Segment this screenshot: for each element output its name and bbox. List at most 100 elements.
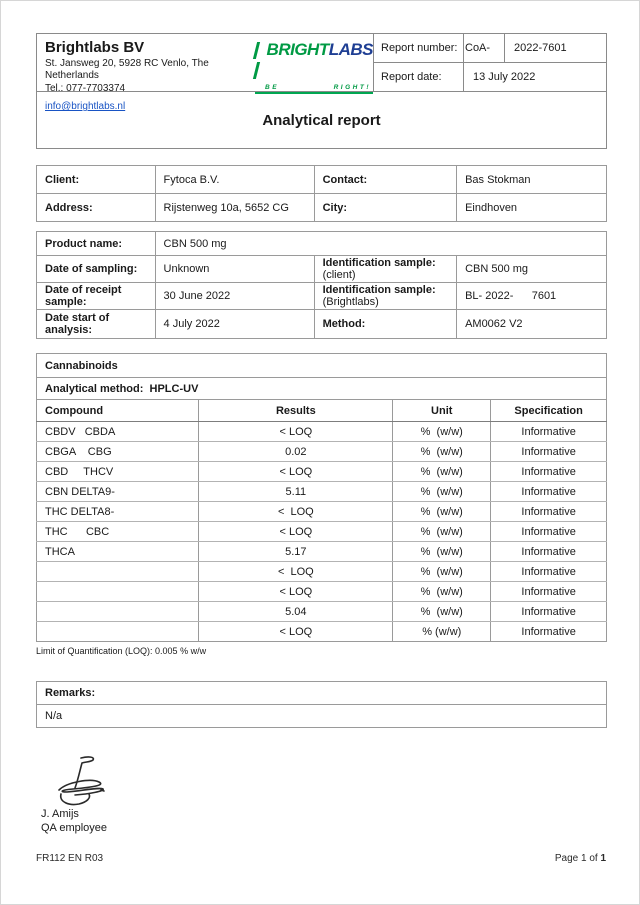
results-data-row: CBN DELTA9- 5.11 % (w/w) Informative — [35, 481, 607, 503]
sampling-value: Unknown — [154, 254, 315, 284]
analytical-method-row: Analytical method: HPLC-UV — [36, 377, 607, 401]
contact-label: Contact: — [313, 165, 458, 194]
unit-cell: % (w/w) — [392, 581, 492, 603]
logo-text-bright: BRIGHT — [266, 40, 330, 59]
company-address: St. Jansweg 20, 5928 RC Venlo, The Nethe… — [45, 57, 209, 82]
unit-cell: % (w/w) — [392, 521, 492, 543]
results-data-row: THC CBC < LOQ % (w/w) Informative — [35, 521, 607, 543]
city-value: Eindhoven — [456, 193, 607, 222]
analysis-row: Date start of analysis: 4 July 2022 Meth… — [36, 309, 607, 340]
results-data-row: CBD THCV < LOQ % (w/w) Informative — [35, 461, 607, 483]
specification-cell: Informative — [490, 521, 607, 543]
id-brightlabs-value: BL- 2022- 7601 — [456, 282, 607, 311]
product-name-value: CBN 500 mg — [154, 231, 608, 256]
compound-cell: CBD THCV — [35, 461, 200, 483]
unit-cell: % (w/w) — [392, 461, 492, 483]
specification-cell: Informative — [490, 441, 607, 463]
compound-cell — [35, 561, 200, 583]
client-label: Client: — [36, 165, 156, 194]
product-name-row: Product name: CBN 500 mg — [36, 231, 608, 256]
address-label: Address: — [36, 193, 156, 222]
compound-cell: CBGA CBG — [35, 441, 200, 463]
unit-cell: % (w/w) — [392, 541, 492, 563]
report-date-value: 13 July 2022 — [463, 63, 606, 91]
results-data-row: < LOQ % (w/w) Informative — [35, 561, 607, 583]
report-date-row: Report date: 13 July 2022 — [374, 63, 606, 91]
document-code: FR112 EN R03 — [36, 853, 104, 864]
compound-cell: THCA — [35, 541, 200, 563]
signature-block: J. Amijs QA employee — [36, 756, 607, 836]
city-label: City: — [313, 193, 458, 222]
remarks-table: Remarks: N/a — [36, 681, 607, 729]
result-cell: 0.02 — [198, 441, 394, 463]
logo-text-labs: LABS — [328, 40, 374, 59]
unit-cell: % (w/w) — [392, 441, 492, 463]
unit-cell: % (w/w) — [392, 601, 492, 623]
method-label: Method: — [313, 309, 458, 340]
logo-bars-icon — [252, 42, 263, 82]
sampling-row: Date of sampling: Unknown Identification… — [36, 254, 607, 284]
report-content: Brightlabs BV St. Jansweg 20, 5928 RC Ve… — [35, 1, 608, 836]
logo-tagline: BE RIGHT! — [255, 82, 373, 94]
receipt-row: Date of receipt sample: 30 June 2022 Ide… — [36, 282, 607, 311]
loq-note: Limit of Quantification (LOQ): 0.005 % w… — [36, 646, 207, 657]
result-cell: < LOQ — [198, 561, 394, 583]
product-table: Product name: CBN 500 mg Date of samplin… — [36, 231, 608, 340]
result-cell: < LOQ — [198, 581, 394, 603]
unit-cell: % (w/w) — [392, 621, 492, 643]
remarks-value: N/a — [36, 704, 607, 729]
address-value: Rijstenweg 10a, 5652 CG — [154, 193, 315, 222]
receipt-value: 30 June 2022 — [154, 282, 315, 311]
report-meta: Report number: CoA- 2022-7601 Report dat… — [373, 34, 606, 91]
results-header-row: Compound Results Unit Specification — [35, 399, 607, 423]
specification-cell: Informative — [490, 461, 607, 483]
result-cell: 5.17 — [198, 541, 394, 563]
header-top-row: Brightlabs BV St. Jansweg 20, 5928 RC Ve… — [37, 34, 606, 112]
analysis-label: Date start of analysis: — [36, 309, 156, 340]
unit-cell: % (w/w) — [392, 501, 492, 523]
result-cell: < LOQ — [198, 621, 394, 643]
result-cell: < LOQ — [198, 421, 394, 443]
specification-cell: Informative — [490, 621, 607, 643]
results-data-row: CBGA CBG 0.02 % (w/w) Informative — [35, 441, 607, 463]
report-number-label: Report number: — [381, 42, 458, 54]
remarks-value-row: N/a — [36, 704, 607, 729]
results-data-row: < LOQ % (w/w) Informative — [35, 621, 607, 643]
brightlabs-logo: BRIGHT LABS BE RIGHT! — [252, 34, 374, 94]
signer-name: J. Amijs — [41, 808, 79, 821]
report-header: Brightlabs BV St. Jansweg 20, 5928 RC Ve… — [36, 33, 607, 149]
company-email-link[interactable]: info@brightlabs.nl — [45, 101, 126, 113]
method-value: AM0062 V2 — [456, 309, 607, 340]
page-indicator: Page 1 of 1 — [554, 853, 606, 864]
results-data-row: 5.04 % (w/w) Informative — [35, 601, 607, 623]
client-table: Client: Fytoca B.V. Contact: Bas Stokman… — [36, 165, 607, 222]
result-cell: < LOQ — [198, 521, 394, 543]
specification-cell: Informative — [490, 481, 607, 503]
report-number-value: 2022-7601 — [504, 34, 606, 62]
company-phone: Tel.: 077-7703374 — [45, 82, 126, 94]
receipt-label: Date of receipt sample: — [36, 282, 156, 311]
result-cell: < LOQ — [198, 461, 394, 483]
results-data-row: THCA 5.17 % (w/w) Informative — [35, 541, 607, 563]
report-date-label: Report date: — [381, 71, 442, 83]
col-header-results: Results — [198, 399, 394, 423]
product-name-label: Product name: — [36, 231, 156, 256]
compound-cell: CBDV CBDA — [35, 421, 200, 443]
compound-cell — [35, 601, 200, 623]
remarks-label: Remarks: — [36, 681, 607, 706]
col-header-specification: Specification — [490, 399, 607, 423]
results-data-row: CBDV CBDA < LOQ % (w/w) Informative — [35, 421, 607, 443]
logo-wordmark: BRIGHT LABS — [252, 40, 374, 82]
analytical-method: Analytical method: HPLC-UV — [36, 377, 607, 401]
client-value: Fytoca B.V. — [154, 165, 315, 194]
signature-scribble — [58, 756, 105, 806]
results-section-row: Cannabinoids — [36, 353, 607, 379]
report-number-prefix: CoA- — [463, 34, 504, 62]
company-name: Brightlabs BV — [45, 39, 145, 56]
results-table: Cannabinoids Analytical method: HPLC-UV … — [35, 353, 607, 643]
sampling-label: Date of sampling: — [36, 254, 156, 284]
logo-tagline-be: BE — [265, 84, 280, 91]
id-client-label: Identification sample: (client) — [313, 254, 458, 284]
result-cell: < LOQ — [198, 501, 394, 523]
col-header-compound: Compound — [35, 399, 200, 423]
